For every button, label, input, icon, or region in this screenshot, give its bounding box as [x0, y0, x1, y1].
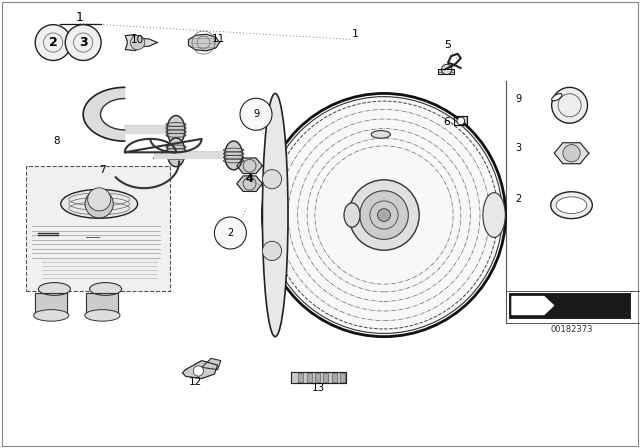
Polygon shape	[438, 69, 454, 74]
Polygon shape	[125, 126, 173, 133]
Text: 9: 9	[515, 94, 522, 103]
Text: 10: 10	[131, 35, 144, 45]
Text: 00182373: 00182373	[550, 325, 593, 334]
Ellipse shape	[34, 310, 69, 321]
Circle shape	[442, 65, 452, 74]
Ellipse shape	[38, 283, 70, 295]
Text: 2: 2	[515, 194, 522, 204]
Text: 13: 13	[312, 383, 324, 393]
Text: 1: 1	[352, 29, 358, 39]
Circle shape	[262, 170, 282, 189]
Circle shape	[193, 366, 204, 376]
Polygon shape	[154, 152, 230, 158]
Ellipse shape	[262, 94, 288, 336]
Polygon shape	[125, 34, 157, 51]
Circle shape	[240, 98, 272, 130]
Circle shape	[563, 145, 580, 162]
Polygon shape	[189, 34, 220, 51]
Circle shape	[262, 94, 506, 336]
Ellipse shape	[344, 203, 360, 227]
Ellipse shape	[550, 192, 593, 219]
Polygon shape	[35, 293, 67, 316]
Bar	[509, 293, 630, 318]
Polygon shape	[86, 293, 118, 316]
Circle shape	[85, 190, 113, 218]
Polygon shape	[182, 361, 218, 379]
Polygon shape	[554, 143, 589, 164]
Text: 2: 2	[227, 228, 234, 238]
Circle shape	[262, 241, 282, 260]
Text: 8: 8	[53, 136, 60, 146]
Text: 1: 1	[76, 11, 84, 25]
Polygon shape	[237, 176, 262, 191]
Circle shape	[65, 25, 101, 60]
Polygon shape	[291, 372, 346, 383]
Circle shape	[349, 180, 419, 250]
Circle shape	[35, 25, 71, 60]
Polygon shape	[202, 358, 221, 370]
Ellipse shape	[552, 94, 562, 101]
Circle shape	[552, 87, 588, 123]
Text: 6: 6	[444, 117, 450, 127]
Polygon shape	[454, 116, 467, 125]
Text: 11: 11	[212, 34, 225, 44]
Circle shape	[378, 209, 390, 221]
Polygon shape	[83, 87, 125, 141]
Ellipse shape	[371, 130, 390, 138]
Ellipse shape	[167, 138, 185, 167]
Text: 12: 12	[189, 377, 202, 387]
FancyBboxPatch shape	[26, 166, 170, 291]
Polygon shape	[298, 373, 303, 382]
Text: 4: 4	[246, 174, 253, 184]
Polygon shape	[307, 373, 312, 382]
Polygon shape	[332, 373, 337, 382]
Text: 2: 2	[49, 36, 58, 49]
Polygon shape	[237, 158, 262, 173]
Circle shape	[360, 191, 408, 239]
Text: 7: 7	[99, 165, 106, 175]
Ellipse shape	[85, 310, 120, 321]
Ellipse shape	[556, 197, 587, 214]
Ellipse shape	[61, 190, 138, 218]
Polygon shape	[323, 373, 328, 382]
Polygon shape	[315, 373, 320, 382]
Circle shape	[88, 188, 111, 211]
Text: 3: 3	[79, 36, 88, 49]
Ellipse shape	[90, 283, 122, 295]
Circle shape	[214, 217, 246, 249]
Polygon shape	[512, 297, 554, 314]
Ellipse shape	[483, 193, 506, 237]
Text: 5: 5	[445, 40, 451, 50]
Circle shape	[457, 117, 465, 125]
Text: 3: 3	[515, 143, 522, 153]
Ellipse shape	[225, 141, 243, 170]
Text: 9: 9	[253, 109, 259, 119]
Ellipse shape	[167, 116, 185, 144]
Polygon shape	[340, 373, 345, 382]
Circle shape	[131, 35, 145, 50]
